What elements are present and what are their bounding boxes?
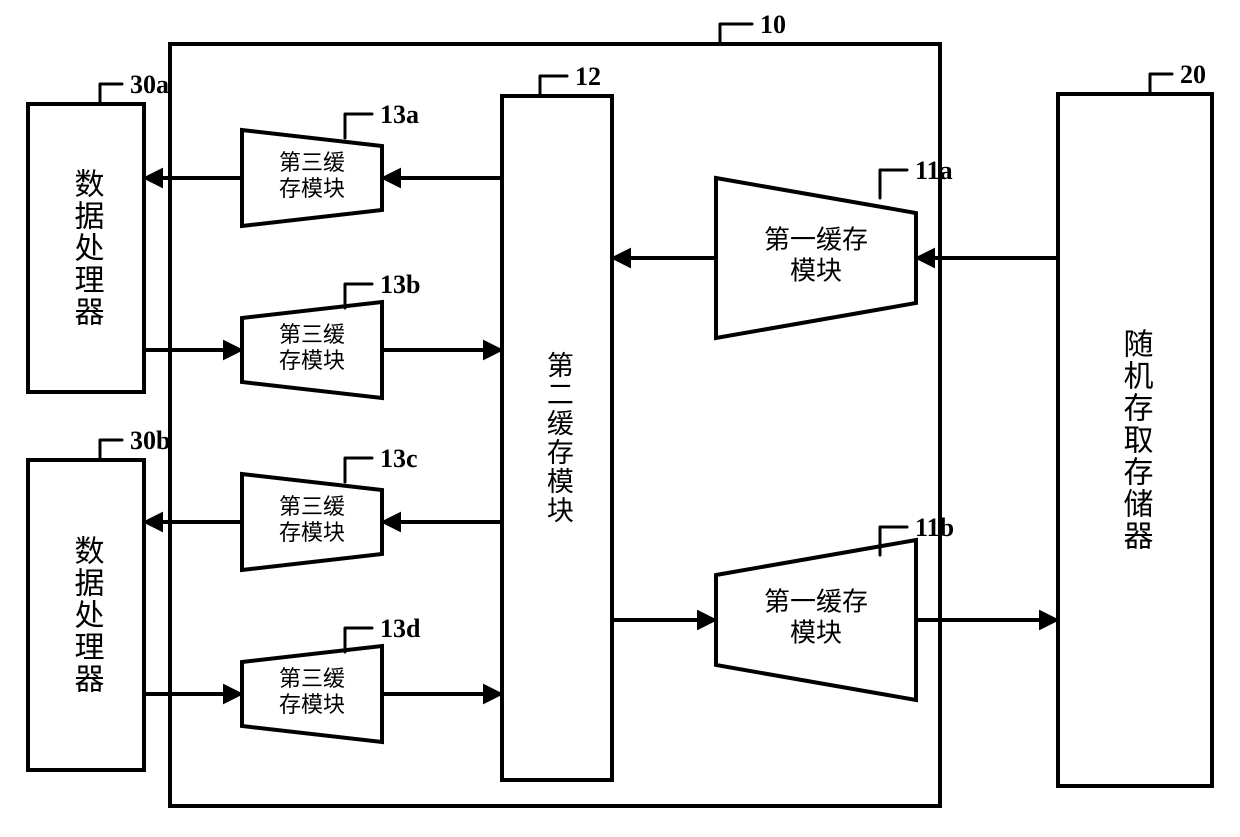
svg-text:第一缓存: 第一缓存 [764, 587, 868, 616]
ref-leader-13a [345, 114, 372, 138]
ref-label-10: 10 [760, 10, 786, 39]
ref-label-11b: 11b [915, 513, 954, 542]
svg-text:模块: 模块 [790, 257, 842, 286]
ref-label-13c: 13c [380, 444, 418, 473]
ref-label-13d: 13d [380, 614, 421, 643]
ref-leader-13c [345, 458, 372, 482]
svg-text:模块: 模块 [790, 619, 842, 648]
svg-text:存模块: 存模块 [279, 348, 345, 373]
ref-label-12: 12 [575, 62, 601, 91]
svg-text:第三缓: 第三缓 [279, 494, 345, 519]
ref-leader-30b [100, 440, 122, 460]
ref-label-30a: 30a [130, 70, 169, 99]
svg-text:存模块: 存模块 [279, 520, 345, 545]
svg-text:第三缓: 第三缓 [279, 322, 345, 347]
ref-leader-10 [720, 24, 752, 44]
ref-label-13b: 13b [380, 270, 420, 299]
svg-text:第一缓存: 第一缓存 [764, 225, 868, 254]
svg-text:第三缓: 第三缓 [279, 150, 345, 175]
ref-leader-12 [540, 76, 567, 96]
ref-leader-30a [100, 84, 122, 104]
ref-label-13a: 13a [380, 100, 419, 129]
svg-text:存模块: 存模块 [279, 692, 345, 717]
svg-text:存模块: 存模块 [279, 176, 345, 201]
ref-label-11a: 11a [915, 156, 953, 185]
diagram-canvas: 数据处理器数据处理器随机存取存储器第二缓存模块第三缓存模块第三缓存模块第三缓存模… [0, 0, 1240, 832]
ref-label-20: 20 [1180, 60, 1206, 89]
ref-leader-20 [1150, 74, 1172, 94]
ref-label-30b: 30b [130, 426, 170, 455]
svg-text:第三缓: 第三缓 [279, 666, 345, 691]
ref-leader-11a [880, 170, 907, 198]
